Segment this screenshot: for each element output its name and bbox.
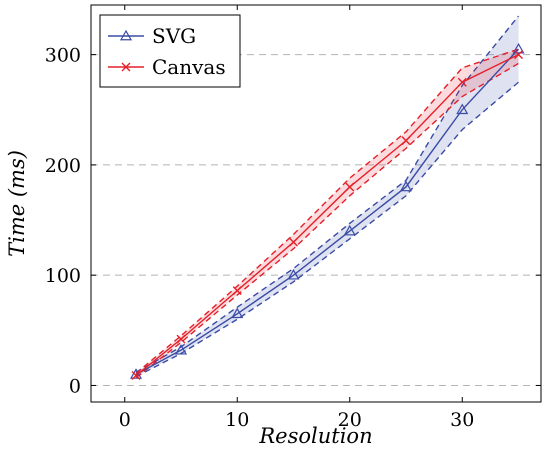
legend-marker-canvas (121, 62, 131, 72)
y-tick-label: 0 (69, 375, 81, 397)
x-tick-label: 30 (450, 409, 474, 431)
x-tick-label: 10 (225, 409, 249, 431)
canvas-data-point (401, 136, 411, 146)
y-tick-label: 100 (45, 265, 81, 287)
axis-ticks: 0 100 200 300 0 10 20 30 (45, 5, 541, 431)
canvas-data-point (457, 77, 467, 87)
svg-upper-bound-line (135, 15, 520, 373)
legend-label-svg: SVG (152, 24, 196, 48)
svg-data-point (399, 180, 413, 192)
legend-label-canvas: Canvas (152, 55, 226, 79)
x-axis-label: Resolution (258, 424, 372, 448)
canvas-data-point (131, 371, 141, 381)
legend: SVG Canvas (99, 14, 241, 88)
svg-data-point (174, 343, 188, 355)
y-axis-label: Time (ms) (5, 150, 29, 257)
x-tick-label: 0 (119, 409, 131, 431)
svg-series-line (135, 48, 520, 376)
canvas-data-point (514, 50, 523, 60)
canvas-series-line (135, 53, 519, 377)
svg-lower-bound-line (135, 81, 519, 378)
canvas-lower-bound-line (135, 62, 519, 379)
svg-data-point (343, 224, 356, 236)
series-lines (135, 48, 520, 377)
series-markers (129, 42, 525, 381)
legend-box (99, 14, 241, 88)
legend-marker-svg (119, 29, 133, 41)
canvas-data-point (345, 182, 355, 192)
canvas-data-point (289, 237, 298, 247)
svg-data-point (231, 307, 244, 319)
canvas-upper-bound-line (135, 48, 519, 374)
y-tick-label: 300 (45, 45, 81, 67)
y-axis-label-text: Time (ms) (5, 150, 29, 257)
canvas-data-point (176, 334, 186, 344)
svg-data-point (287, 268, 300, 280)
canvas-data-point (232, 286, 242, 296)
x-tick-label: 20 (338, 409, 362, 431)
plot-frame (90, 4, 542, 403)
svg-data-point (512, 42, 525, 54)
y-tick-label: 200 (45, 155, 81, 177)
svg-data-point (456, 103, 469, 115)
